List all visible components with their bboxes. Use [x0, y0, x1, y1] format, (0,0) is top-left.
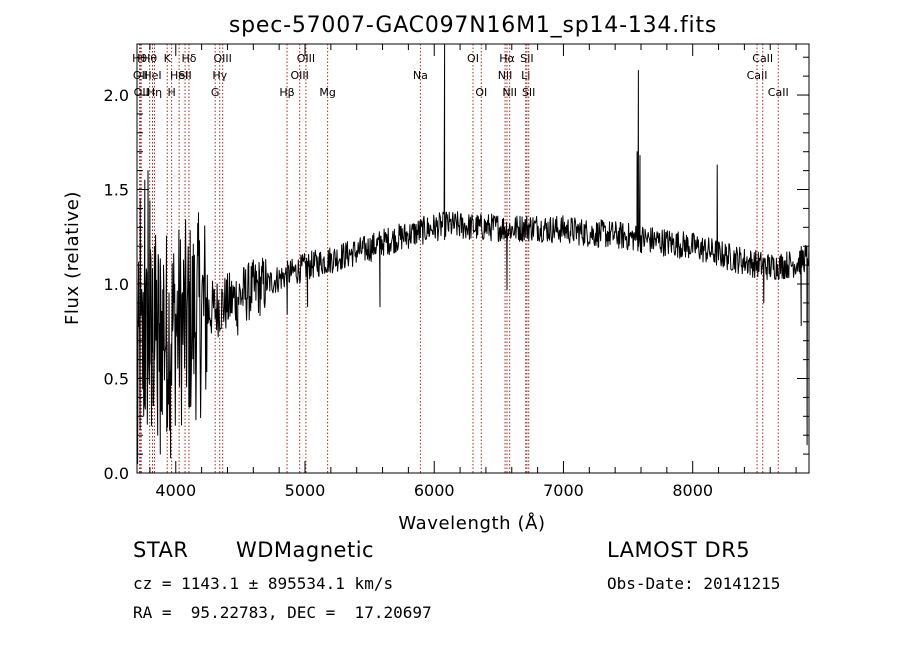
y-axis-label: Flux (relative) [62, 191, 83, 325]
line-marker-label: OIII [297, 52, 315, 65]
line-marker-label: Hβ [279, 86, 294, 99]
line-marker-label: OIII [291, 69, 309, 82]
line-marker-label: OI [467, 52, 479, 65]
line-marker-label: OI [475, 86, 487, 99]
survey-name: LAMOST DR5 [607, 538, 751, 562]
line-marker-label: OIII [213, 52, 231, 65]
line-marker-label: G [211, 86, 220, 99]
spectrum-series [136, 43, 810, 465]
x-axis-label: Wavelength (Å) [398, 512, 545, 534]
line-marker-label: Na [413, 69, 428, 82]
line-marker-label: CaII [768, 86, 789, 99]
line-marker-label: Hη [147, 86, 162, 99]
x-tick-label: 6000 [414, 481, 455, 500]
line-marker-label: HeI [143, 69, 161, 82]
y-tick-label: 2.0 [104, 86, 129, 105]
y-tick-label: 0.0 [104, 464, 129, 483]
y-tick-label: 0.5 [104, 370, 129, 389]
x-tick-label: 8000 [672, 481, 713, 500]
line-marker-label: HeI [170, 69, 188, 82]
line-marker-label: CaII [752, 52, 773, 65]
observation-date: Obs-Date: 20141215 [607, 574, 781, 593]
line-marker-label: H [167, 86, 175, 99]
line-marker-label: SII [178, 69, 191, 82]
sky-coordinates: RA = 95.22783, DEC = 17.20697 [133, 603, 432, 622]
line-marker-label: SII [522, 86, 535, 99]
line-marker-label: NII [502, 86, 517, 99]
object-class: STAR [133, 538, 189, 562]
line-marker-label: Li [521, 69, 530, 82]
x-tick-label: 4000 [155, 481, 196, 500]
y-tick-label: 1.0 [104, 275, 129, 294]
object-subclass: WDMagnetic [236, 538, 375, 562]
axes: 4000 5000 6000 7000 8000 0.0 0.5 1.0 1.5 2.0 [104, 44, 809, 500]
line-marker-label: Hδ [181, 52, 196, 65]
line-marker-label: NII [498, 69, 513, 82]
line-marker-label: SII [520, 52, 533, 65]
line-marker-label: Hθ [132, 52, 147, 65]
line-marker-label: K [164, 52, 172, 65]
spectrum-line [136, 43, 810, 465]
line-marker-label: Hα [499, 52, 515, 65]
line-marker-label: Mg [319, 86, 335, 99]
line-marker-label: Hγ [212, 69, 227, 82]
chart-title: spec-57007-GAC097N16M1_sp14-134.fits [229, 13, 717, 38]
x-tick-label: 7000 [543, 481, 584, 500]
x-tick-label: 5000 [285, 481, 326, 500]
line-marker-label: CaII [747, 69, 768, 82]
redshift-cz: cz = 1143.1 ± 895534.1 km/s [133, 574, 394, 593]
plot-frame [136, 43, 810, 474]
line-marker-label: Hθ [142, 52, 157, 65]
y-tick-label: 1.5 [104, 181, 129, 200]
